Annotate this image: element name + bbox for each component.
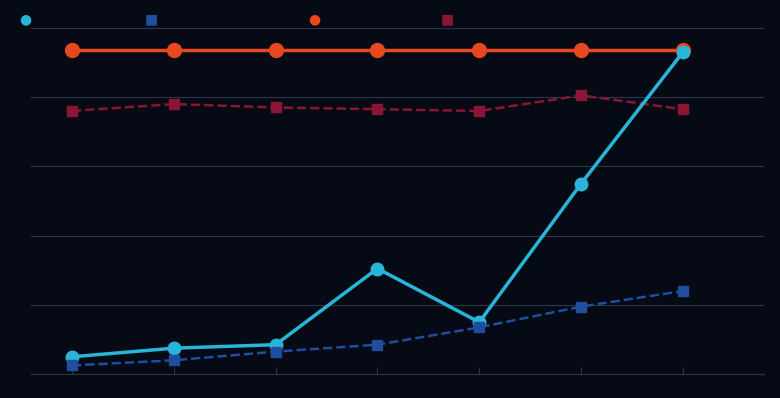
Text: ●: ● [308, 13, 321, 27]
Text: ■: ■ [441, 13, 454, 27]
Text: ■: ■ [144, 13, 158, 27]
Text: ●: ● [20, 13, 32, 27]
